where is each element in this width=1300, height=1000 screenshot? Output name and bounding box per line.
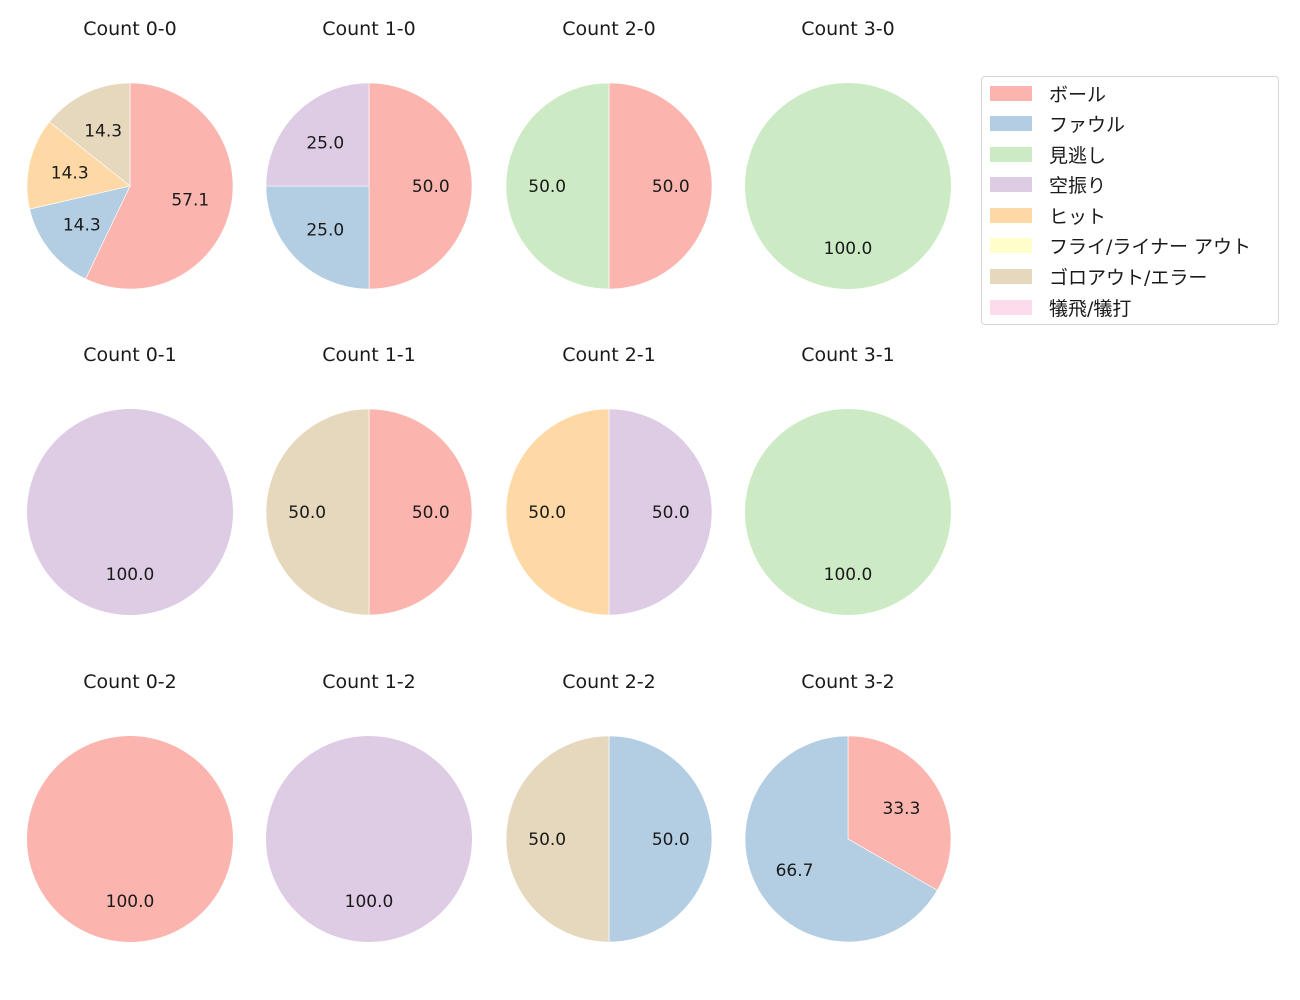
legend-swatch xyxy=(990,85,1032,101)
pie-slice xyxy=(48,82,131,187)
pie-slice xyxy=(745,83,951,289)
pie-slice xyxy=(505,82,610,290)
pie-slice xyxy=(29,185,131,280)
slice-label: 100.0 xyxy=(824,239,873,259)
slice-label: 50.0 xyxy=(652,830,690,850)
pie-slice xyxy=(27,409,233,615)
legend-label: ボール xyxy=(1049,83,1107,106)
pie-chart: Count 0-1 100.0 xyxy=(27,344,233,615)
pie-slice xyxy=(744,735,938,943)
legend-item-foul: ファウル xyxy=(990,113,1125,136)
pie-slice xyxy=(847,735,952,891)
pie-slice xyxy=(368,408,473,616)
legend-item-fly-liner-out: フライ/ライナー アウト xyxy=(990,235,1251,258)
pie-slice xyxy=(745,409,951,615)
slice-label: 14.3 xyxy=(63,216,101,236)
legend-swatch xyxy=(990,207,1032,223)
pie-slice xyxy=(27,736,233,942)
slice-label: 33.3 xyxy=(883,799,921,819)
slice-label: 100.0 xyxy=(345,892,394,912)
pie-slice xyxy=(608,735,713,943)
pie-slice xyxy=(368,82,473,290)
pie-slice xyxy=(608,408,713,616)
legend-swatch xyxy=(990,268,1032,284)
slice-label: 66.7 xyxy=(776,861,814,881)
slice-label: 50.0 xyxy=(528,503,566,523)
pie-slice xyxy=(505,408,610,616)
legend-item-swinging-strike: 空振り xyxy=(990,174,1106,197)
pie-chart: Count 2-2 50.0 50.0 xyxy=(505,671,713,943)
pie-chart: Count 3-2 33.3 66.7 xyxy=(744,671,952,943)
legend-label: 犠飛/犠打 xyxy=(1049,297,1132,320)
slice-label: 14.3 xyxy=(84,121,122,141)
pie-title: Count 3-1 xyxy=(801,344,895,366)
legend-swatch xyxy=(990,115,1032,131)
pie-slice xyxy=(26,121,131,210)
slice-label: 100.0 xyxy=(106,565,155,585)
pie-slice xyxy=(505,735,610,943)
pie-chart: Count 3-1 100.0 xyxy=(745,344,951,615)
legend-label: 見逃し xyxy=(1049,144,1107,167)
slice-label: 50.0 xyxy=(412,177,450,197)
pie-title: Count 1-2 xyxy=(322,671,416,693)
pie-slice xyxy=(85,82,234,290)
slice-label: 50.0 xyxy=(528,177,566,197)
legend-item-hit: ヒット xyxy=(990,205,1106,228)
pie-chart: Count 2-0 50.0 50.0 xyxy=(505,18,713,290)
legend-swatch xyxy=(990,299,1032,315)
pie-chart: Count 0-2 100.0 xyxy=(27,671,233,942)
slice-label: 50.0 xyxy=(412,503,450,523)
pie-chart: Count 3-0 100.0 xyxy=(745,18,951,289)
pie-title: Count 0-0 xyxy=(83,18,177,40)
legend-label: ゴロアウト/エラー xyxy=(1049,266,1208,289)
pie-slice xyxy=(265,82,370,187)
pie-chart: Count 2-1 50.0 50.0 xyxy=(505,344,713,616)
pie-slice xyxy=(265,185,370,290)
pie-chart: Count 0-0 57.1 14.3 14.3 14.3 xyxy=(26,18,234,290)
legend: ボール ファウル 見逃し 空振り ヒット フライ/ライナー アウト ゴロアウト/… xyxy=(981,76,1279,325)
slice-label: 50.0 xyxy=(288,503,326,523)
slice-label: 50.0 xyxy=(652,177,690,197)
pie-chart: Count 1-1 50.0 50.0 xyxy=(265,344,473,616)
pie-chart: Count 1-2 100.0 xyxy=(266,671,472,942)
pie-slice xyxy=(265,408,370,616)
pie-title: Count 2-1 xyxy=(562,344,656,366)
slice-label: 50.0 xyxy=(652,503,690,523)
pie-title: Count 0-2 xyxy=(83,671,177,693)
pie-title: Count 3-0 xyxy=(801,18,895,40)
pie-slice xyxy=(608,82,713,290)
pie-title: Count 2-2 xyxy=(562,671,656,693)
slice-label: 25.0 xyxy=(306,221,344,241)
slice-label: 100.0 xyxy=(824,565,873,585)
slice-label: 57.1 xyxy=(171,191,209,211)
legend-item-ball: ボール xyxy=(990,83,1106,106)
slice-label: 25.0 xyxy=(306,133,344,153)
pie-title: Count 0-1 xyxy=(83,344,177,366)
pie-title: Count 1-1 xyxy=(322,344,416,366)
legend-label: 空振り xyxy=(1049,174,1107,197)
slice-label: 50.0 xyxy=(528,830,566,850)
legend-label: ファウル xyxy=(1049,113,1126,136)
legend-swatch xyxy=(990,237,1032,253)
legend-item-sacrifice: 犠飛/犠打 xyxy=(990,297,1131,320)
pie-title: Count 3-2 xyxy=(801,671,895,693)
slice-label: 14.3 xyxy=(51,163,89,183)
pie-slice xyxy=(266,736,472,942)
pie-chart: Count 1-0 50.0 25.0 25.0 xyxy=(265,18,473,290)
legend-swatch xyxy=(990,146,1032,162)
legend-swatch xyxy=(990,176,1032,192)
legend-label: フライ/ライナー アウト xyxy=(1049,235,1252,258)
legend-item-called-strike: 見逃し xyxy=(990,144,1106,167)
pie-title: Count 1-0 xyxy=(322,18,416,40)
legend-label: ヒット xyxy=(1049,205,1107,228)
pie-title: Count 2-0 xyxy=(562,18,656,40)
slice-label: 100.0 xyxy=(106,892,155,912)
legend-item-ground-out-error: ゴロアウト/エラー xyxy=(990,266,1207,289)
